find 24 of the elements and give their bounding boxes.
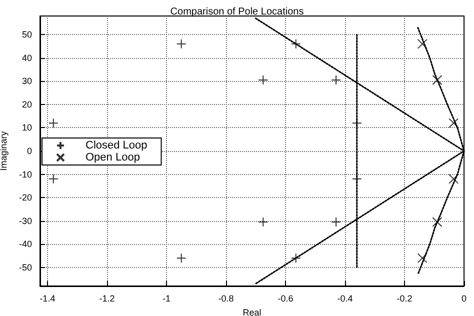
x-tick-label: -0.6 — [278, 294, 294, 304]
y-tick-label: -40 — [18, 239, 32, 250]
y-tick-label: 0 — [26, 146, 32, 156]
x-tick-label: -0.2 — [396, 294, 412, 304]
y-tick-label: 40 — [22, 52, 32, 63]
y-tick-label: -50 — [18, 262, 32, 272]
y-tick-label: 10 — [22, 122, 32, 133]
y-axis-title: Imaginary — [0, 130, 9, 171]
y-tick-label: -20 — [18, 192, 32, 203]
x-tick-label: -1.2 — [99, 294, 115, 304]
y-tick-label: 30 — [22, 76, 32, 86]
x-axis-title: Real — [242, 307, 262, 316]
x-tick-label: -0.8 — [218, 294, 234, 304]
x-tick-label: -1.4 — [40, 294, 56, 304]
y-tick-label: 50 — [22, 30, 32, 40]
x-tick-label: -0.4 — [337, 294, 353, 304]
y-tick-label: -30 — [18, 216, 32, 226]
x-tick-label: -1 — [162, 294, 170, 304]
chart-title: Comparison of Pole Locations — [170, 6, 304, 18]
y-tick-label: -10 — [18, 169, 32, 180]
x-tick-label: 0 — [461, 294, 467, 304]
legend-label: Open Loop — [86, 152, 140, 164]
legend-label: Closed Loop — [86, 140, 148, 152]
y-tick-label: 20 — [22, 99, 32, 110]
